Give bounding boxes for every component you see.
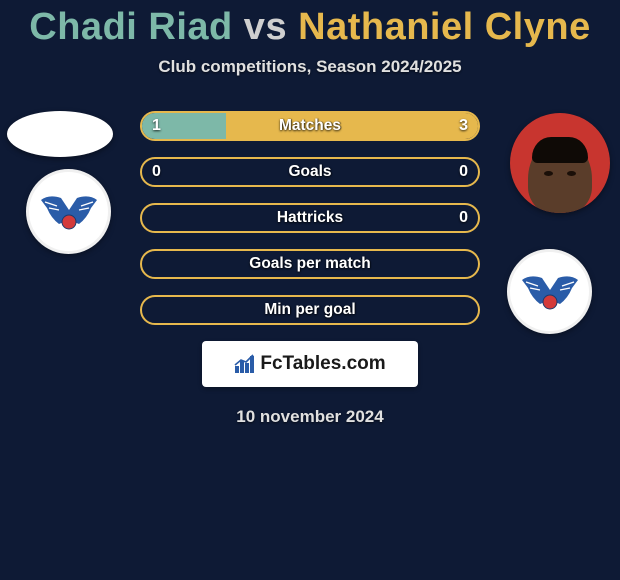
stat-value-right: 3 bbox=[459, 117, 468, 135]
eagle-icon bbox=[39, 188, 99, 236]
comparison-content: 1 Matches 3 0 Goals 0 Hattricks 0 Goals per matc… bbox=[0, 111, 620, 427]
subtitle: Club competitions, Season 2024/2025 bbox=[0, 57, 620, 77]
stat-row: 0 Goals 0 bbox=[140, 157, 480, 187]
stat-value-right: 0 bbox=[459, 209, 468, 227]
player2-club-badge bbox=[507, 249, 592, 334]
player1-avatar bbox=[7, 111, 113, 157]
stats-column: 1 Matches 3 0 Goals 0 Hattricks 0 Goals per matc… bbox=[140, 111, 480, 325]
player2-name: Nathaniel Clyne bbox=[298, 6, 591, 48]
player1-club-badge bbox=[26, 169, 111, 254]
stat-row: Goals per match bbox=[140, 249, 480, 279]
stat-fill-right bbox=[226, 113, 478, 139]
stat-row: Min per goal bbox=[140, 295, 480, 325]
stat-label: Goals per match bbox=[249, 255, 370, 273]
stat-label: Matches bbox=[279, 117, 341, 135]
player2-avatar bbox=[510, 113, 610, 213]
title-connector: vs bbox=[233, 6, 298, 48]
player1-name: Chadi Riad bbox=[29, 6, 232, 48]
stat-row: 1 Matches 3 bbox=[140, 111, 480, 141]
date-label: 10 november 2024 bbox=[0, 407, 620, 427]
logo-text: FcTables.com bbox=[260, 353, 385, 375]
bars-icon bbox=[234, 354, 256, 374]
stat-value-right: 0 bbox=[459, 163, 468, 181]
stat-label: Hattricks bbox=[277, 209, 343, 227]
page-title: Chadi Riad vs Nathaniel Clyne bbox=[0, 0, 620, 49]
source-logo: FcTables.com bbox=[202, 341, 418, 387]
stat-row: Hattricks 0 bbox=[140, 203, 480, 233]
player2-face bbox=[528, 139, 592, 213]
stat-label: Min per goal bbox=[264, 301, 355, 319]
stat-value-left: 0 bbox=[152, 163, 161, 181]
stat-value-left: 1 bbox=[152, 117, 161, 135]
eagle-icon bbox=[520, 268, 580, 316]
stat-label: Goals bbox=[288, 163, 331, 181]
